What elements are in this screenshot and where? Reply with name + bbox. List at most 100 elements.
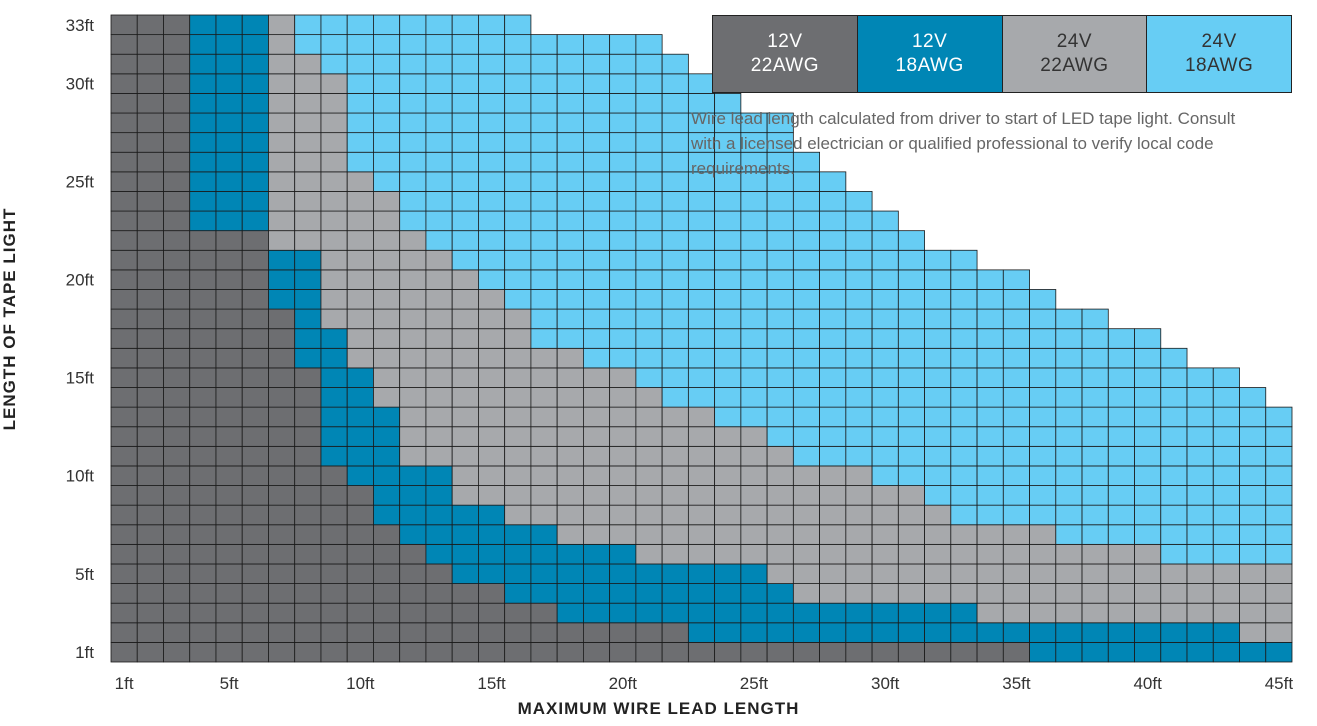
- grid-cell: [504, 230, 532, 251]
- grid-cell: [136, 269, 164, 290]
- grid-cell: [399, 269, 427, 290]
- legend-item-12v-22awg: 12V 22AWG: [713, 16, 858, 92]
- grid-cell: [425, 269, 453, 290]
- grid-cell: [110, 53, 138, 75]
- grid-cell: [792, 622, 820, 643]
- grid-cell: [792, 230, 820, 251]
- grid-cell: [714, 249, 742, 271]
- grid-cell: [373, 269, 401, 290]
- grid-cell: [215, 14, 243, 36]
- grid-cell: [897, 543, 925, 565]
- grid-cell: [320, 249, 348, 271]
- grid-cell: [1081, 602, 1109, 624]
- grid-cell: [1212, 524, 1240, 545]
- grid-cell: [792, 563, 820, 584]
- grid-cell: [425, 308, 453, 330]
- grid-cell: [766, 387, 794, 408]
- x-tick-label: 40ft: [1133, 674, 1162, 693]
- grid-cell: [399, 328, 427, 349]
- grid-cell: [1029, 602, 1057, 624]
- grid-cell: [714, 426, 742, 447]
- grid-cell: [897, 445, 925, 467]
- grid-cell: [845, 426, 873, 447]
- grid-cell: [478, 426, 506, 447]
- grid-cell: [530, 308, 558, 330]
- grid-cell: [976, 485, 1004, 506]
- grid-cell: [924, 367, 952, 388]
- grid-cell: [504, 73, 532, 94]
- grid-cell: [268, 249, 296, 271]
- grid-cell: [1186, 485, 1214, 506]
- grid-cell: [635, 93, 663, 114]
- grid-cell: [346, 524, 374, 545]
- grid-cell: [189, 504, 217, 526]
- grid-cell: [215, 465, 243, 486]
- grid-cell: [1002, 641, 1030, 663]
- grid-cell: [110, 210, 138, 232]
- grid-cell: [451, 465, 479, 486]
- y-axis-title: LENGTH OF TAPE LIGHT: [0, 207, 19, 431]
- grid-cell: [478, 269, 506, 290]
- grid-cell: [871, 406, 899, 428]
- grid-cell: [1081, 367, 1109, 388]
- grid-cell: [215, 191, 243, 212]
- grid-cell: [294, 269, 322, 290]
- grid-cell: [425, 328, 453, 349]
- grid-cell: [766, 289, 794, 310]
- grid-cell: [320, 543, 348, 565]
- grid-cell: [661, 406, 689, 428]
- grid-cell: [425, 171, 453, 192]
- grid-cell: [609, 445, 637, 467]
- grid-cell: [136, 445, 164, 467]
- grid-cell: [871, 524, 899, 545]
- grid-cell: [268, 328, 296, 349]
- grid-cell: [1212, 583, 1240, 604]
- legend-item-12v-18awg: 12V 18AWG: [857, 16, 1003, 92]
- grid-cell: [661, 641, 689, 663]
- grid-cell: [320, 602, 348, 624]
- grid-cell: [163, 53, 191, 75]
- grid-cell: [110, 269, 138, 290]
- grid-cell: [1186, 543, 1214, 565]
- grid-cell: [976, 289, 1004, 310]
- grid-cell: [425, 249, 453, 271]
- legend-gauge: 18AWG: [895, 55, 964, 76]
- grid-cell: [530, 112, 558, 134]
- grid-cell: [1107, 347, 1135, 369]
- grid-cell: [897, 583, 925, 604]
- grid-cell: [346, 132, 374, 153]
- grid-cell: [110, 583, 138, 604]
- grid-cell: [241, 308, 269, 330]
- grid-cell: [635, 583, 663, 604]
- grid-cell: [661, 171, 689, 192]
- grid-cell: [1134, 543, 1162, 565]
- grid-cell: [819, 406, 847, 428]
- grid-cell: [792, 387, 820, 408]
- grid-cell: [241, 406, 269, 428]
- grid-cell: [346, 426, 374, 447]
- grid-cell: [451, 14, 479, 36]
- grid-cell: [320, 347, 348, 369]
- grid-cell: [504, 269, 532, 290]
- grid-cell: [556, 132, 584, 153]
- grid-cell: [609, 151, 637, 173]
- grid-cell: [819, 249, 847, 271]
- grid-cell: [110, 14, 138, 36]
- grid-cell: [609, 543, 637, 565]
- grid-cell: [924, 308, 952, 330]
- grid-cell: [163, 14, 191, 36]
- grid-cell: [163, 230, 191, 251]
- grid-cell: [1002, 367, 1030, 388]
- grid-cell: [714, 387, 742, 408]
- grid-cell: [320, 34, 348, 55]
- grid-cell: [766, 308, 794, 330]
- x-tick-label: 5ft: [220, 674, 239, 693]
- grid-cell: [661, 230, 689, 251]
- grid-cell: [136, 563, 164, 584]
- grid-cell: [373, 387, 401, 408]
- grid-cell: [1134, 347, 1162, 369]
- grid-cell: [163, 171, 191, 192]
- grid-cell: [714, 465, 742, 486]
- grid-cell: [373, 563, 401, 584]
- grid-cell: [556, 34, 584, 55]
